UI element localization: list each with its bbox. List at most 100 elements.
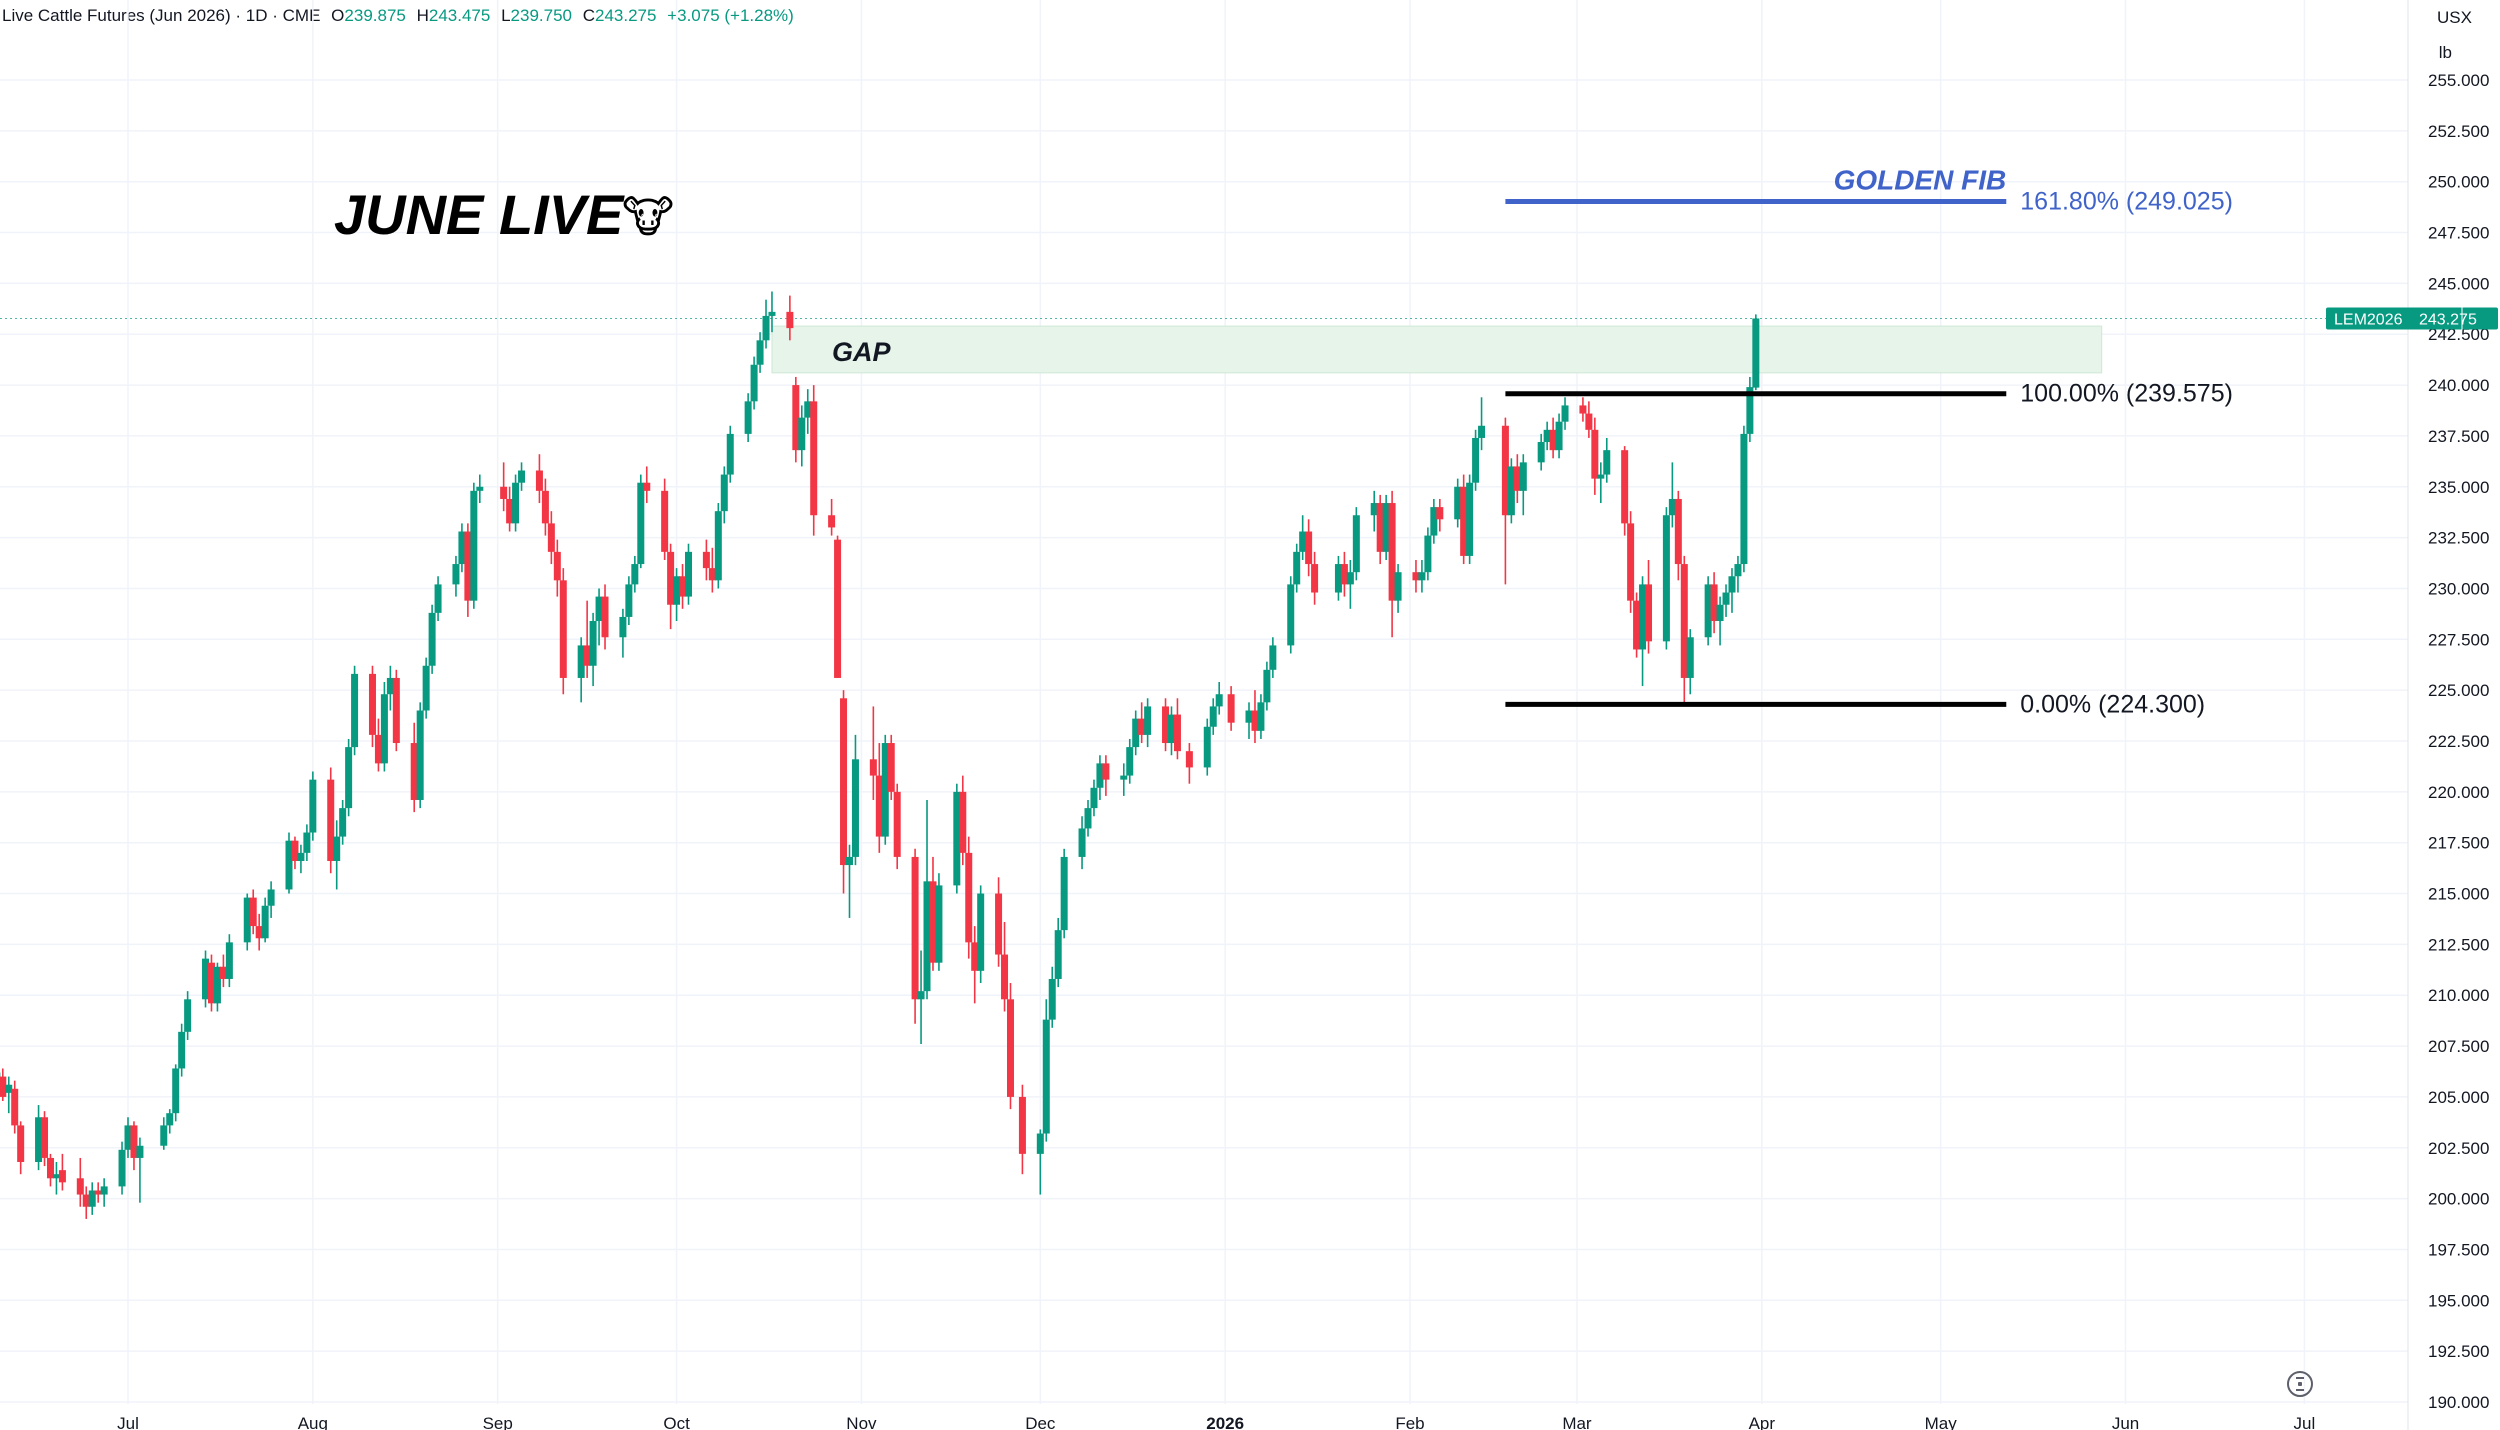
candle-body[interactable]	[1543, 429, 1551, 443]
candle-body[interactable]	[541, 490, 549, 524]
candle-body[interactable]	[458, 531, 466, 565]
candle-body[interactable]	[351, 673, 359, 748]
candle-body[interactable]	[851, 759, 859, 857]
candle-body[interactable]	[1382, 503, 1390, 552]
candle-body[interactable]	[327, 779, 335, 861]
candle-body[interactable]	[893, 791, 901, 857]
candle-body[interactable]	[1001, 954, 1009, 1000]
candle-body[interactable]	[1203, 726, 1211, 768]
candle-body[interactable]	[58, 1170, 66, 1183]
candle-body[interactable]	[470, 490, 478, 601]
candle-body[interactable]	[1412, 572, 1420, 581]
candle-body[interactable]	[643, 482, 651, 491]
candle-body[interactable]	[547, 523, 555, 552]
candle-body[interactable]	[1716, 604, 1724, 622]
candle-body[interactable]	[1740, 433, 1748, 565]
candle-body[interactable]	[1048, 978, 1056, 1020]
candle-body[interactable]	[1627, 523, 1635, 601]
candle-body[interactable]	[11, 1088, 19, 1126]
candle-body[interactable]	[0, 1076, 7, 1097]
candle-body[interactable]	[1227, 694, 1235, 723]
candle-body[interactable]	[416, 710, 424, 800]
candle-body[interactable]	[52, 1174, 60, 1179]
candle-body[interactable]	[1126, 747, 1134, 776]
candle-body[interactable]	[1096, 763, 1104, 788]
candle-body[interactable]	[1633, 600, 1641, 650]
candle-body[interactable]	[1299, 531, 1307, 552]
candle-body[interactable]	[1370, 503, 1378, 516]
candle-body[interactable]	[726, 433, 734, 475]
candle-body[interactable]	[380, 694, 388, 764]
candle-body[interactable]	[1424, 535, 1432, 573]
candle-body[interactable]	[428, 612, 436, 666]
candle-body[interactable]	[631, 564, 639, 585]
candle-body[interactable]	[1478, 425, 1486, 438]
candle-body[interactable]	[291, 840, 299, 861]
candle-body[interactable]	[172, 1068, 180, 1114]
candle-body[interactable]	[971, 942, 979, 971]
candle-body[interactable]	[1436, 507, 1444, 520]
candle-body[interactable]	[333, 836, 341, 861]
candle-body[interactable]	[1084, 808, 1092, 829]
candle-body[interactable]	[1352, 515, 1360, 573]
candle-body[interactable]	[935, 885, 943, 963]
candle-body[interactable]	[1519, 462, 1527, 491]
candle-body[interactable]	[667, 551, 675, 605]
candle-body[interactable]	[1752, 318, 1760, 388]
candle-body[interactable]	[810, 401, 818, 516]
candle-body[interactable]	[17, 1125, 25, 1163]
candle-body[interactable]	[869, 759, 877, 776]
candle-body[interactable]	[76, 1178, 84, 1195]
candle-body[interactable]	[303, 832, 311, 853]
candle-body[interactable]	[661, 490, 669, 552]
candle-body[interactable]	[88, 1190, 96, 1207]
candle-body[interactable]	[1418, 572, 1426, 581]
candle-body[interactable]	[249, 897, 257, 927]
candle-body[interactable]	[804, 401, 812, 418]
candle-body[interactable]	[1263, 669, 1271, 703]
candle-body[interactable]	[1257, 702, 1265, 731]
candle-body[interactable]	[1245, 710, 1253, 723]
candle-body[interactable]	[386, 677, 394, 695]
candle-body[interactable]	[368, 673, 376, 735]
candle-body[interactable]	[917, 991, 925, 1000]
candle-body[interactable]	[553, 551, 561, 581]
candle-body[interactable]	[923, 881, 931, 992]
candle-body[interactable]	[792, 385, 800, 451]
candle-body[interactable]	[130, 1125, 138, 1158]
interval[interactable]: 1D	[245, 6, 268, 25]
candle-body[interactable]	[345, 747, 353, 809]
candle-body[interactable]	[1144, 706, 1152, 735]
candle-body[interactable]	[1287, 584, 1295, 646]
candle-body[interactable]	[834, 539, 842, 678]
candle-body[interactable]	[1460, 486, 1468, 556]
candle-body[interactable]	[1561, 405, 1569, 422]
candle-body[interactable]	[1006, 999, 1014, 1097]
candle-body[interactable]	[595, 596, 603, 622]
candle-body[interactable]	[1603, 450, 1611, 475]
candle-body[interactable]	[1215, 694, 1223, 707]
candle-body[interactable]	[261, 905, 269, 939]
candle-body[interactable]	[840, 698, 848, 866]
candle-body[interactable]	[243, 897, 251, 943]
candle-body[interactable]	[1054, 930, 1062, 979]
candle-body[interactable]	[1167, 714, 1175, 744]
candle-body[interactable]	[768, 311, 776, 316]
candle-body[interactable]	[452, 564, 460, 585]
candle-body[interactable]	[1549, 429, 1557, 451]
candle-body[interactable]	[255, 926, 263, 939]
candle-body[interactable]	[118, 1149, 126, 1187]
candle-body[interactable]	[798, 417, 806, 451]
candle-body[interactable]	[1293, 551, 1301, 585]
candle-body[interactable]	[506, 498, 514, 524]
candle-body[interactable]	[1162, 706, 1170, 744]
candle-body[interactable]	[702, 551, 710, 569]
candle-body[interactable]	[1621, 450, 1629, 524]
candle-body[interactable]	[267, 889, 275, 906]
candle-body[interactable]	[1597, 474, 1605, 479]
candle-body[interactable]	[601, 596, 609, 638]
candle-body[interactable]	[35, 1117, 43, 1163]
candle-body[interactable]	[1036, 1133, 1044, 1154]
candle-body[interactable]	[953, 791, 961, 886]
candle-body[interactable]	[887, 743, 895, 792]
